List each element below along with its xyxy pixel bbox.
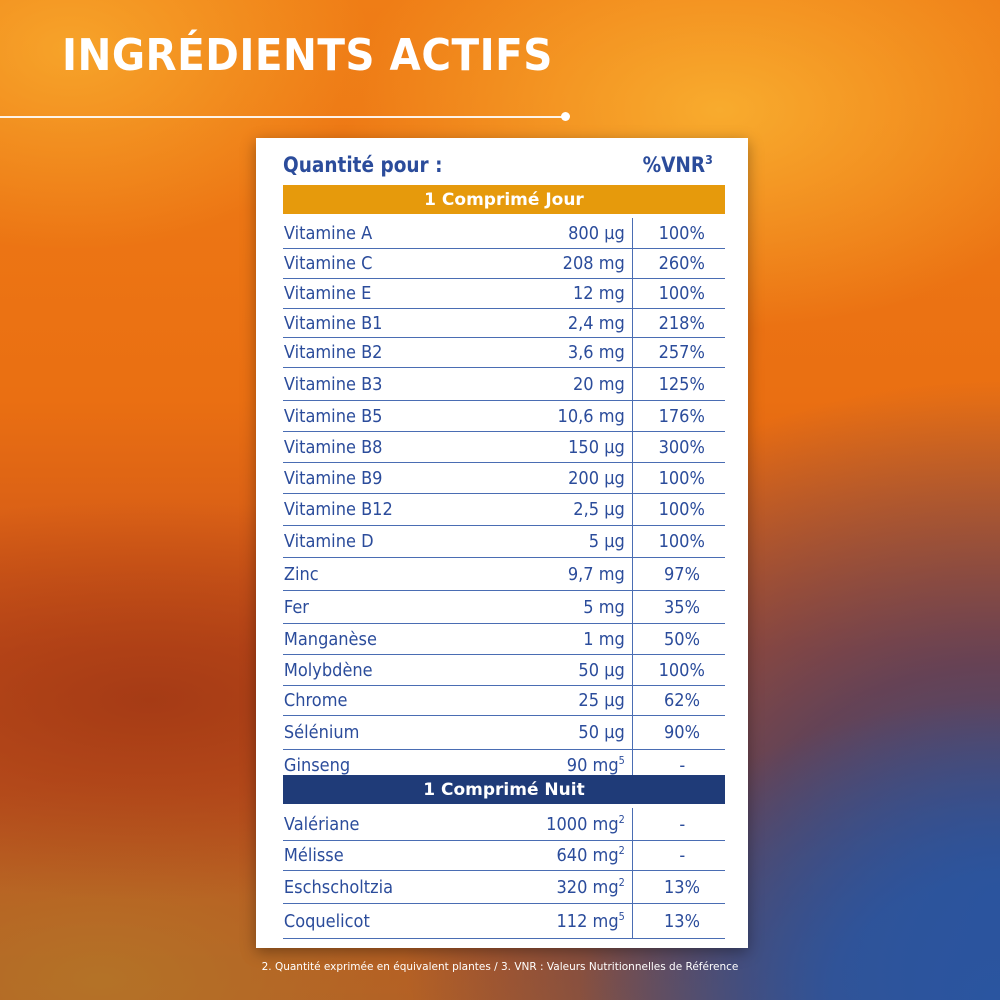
vnr-header: %VNR3 (642, 152, 713, 177)
ingredient-quantity: 25 µg (578, 690, 625, 711)
ingredient-quantity: 208 mg (562, 253, 625, 274)
table-row: Zinc 9,7 mg 97% (283, 558, 725, 591)
footnote: 2. Quantité exprimée en équivalent plant… (261, 961, 739, 973)
ingredient-vnr: 300% (632, 432, 725, 462)
ingredient-name: Vitamine B8 (283, 436, 383, 458)
table-row: Vitamine A 800 µg 100% (283, 218, 725, 249)
table-row: Sélénium 50 µg 90% (283, 716, 725, 750)
page-title: INGRÉDIENTS ACTIFS (62, 30, 553, 81)
ingredient-vnr: 97% (632, 558, 725, 590)
ingredient-name: Zinc (283, 563, 319, 585)
ingredient-quantity: 90 mg5 (566, 753, 625, 776)
ingredient-vnr: 50% (632, 624, 725, 654)
ingredient-quantity: 200 µg (568, 467, 625, 489)
ingredient-name: Manganèse (283, 628, 377, 650)
ingredient-quantity: 9,7 mg (567, 563, 625, 585)
ingredient-quantity: 20 mg (572, 373, 625, 395)
ingredient-name: Chrome (283, 690, 348, 711)
ingredient-name: Coquelicot (283, 910, 370, 932)
table-row: Chrome 25 µg 62% (283, 686, 725, 716)
ingredient-vnr: 100% (632, 494, 725, 525)
ingredient-quantity: 800 µg (568, 222, 625, 244)
ingredient-name: Vitamine A (283, 222, 373, 244)
ingredient-vnr: 13% (632, 904, 725, 938)
table-row: Vitamine B9 200 µg 100% (283, 463, 725, 494)
table-row: Fer 5 mg 35% (283, 591, 725, 624)
ingredient-quantity: 1 mg (583, 628, 625, 650)
ingredient-vnr: 100% (632, 463, 725, 493)
ingredient-vnr: 218% (632, 309, 725, 337)
ingredient-quantity: 2,4 mg (567, 312, 625, 334)
ingredient-vnr: 100% (632, 279, 725, 308)
table-row: Vitamine B12 2,5 µg 100% (283, 494, 725, 526)
ingredient-vnr: - (632, 841, 725, 870)
ingredient-vnr: 125% (632, 368, 725, 400)
divider-dot-icon (561, 112, 570, 121)
ingredient-quantity: 320 mg2 (556, 875, 625, 898)
table-row: Vitamine D 5 µg 100% (283, 526, 725, 558)
ingredient-vnr: 100% (632, 526, 725, 557)
table-row: Vitamine B1 2,4 mg 218% (283, 309, 725, 338)
night-tablet-band: 1 Comprimé Nuit (283, 775, 725, 804)
table-row: Mélisse 640 mg2- (283, 841, 725, 871)
ingredient-vnr: - (632, 808, 725, 840)
ingredient-vnr: 35% (632, 591, 725, 623)
table-row: Vitamine B2 3,6 mg 257% (283, 338, 725, 368)
ingredient-name: Vitamine B1 (283, 312, 383, 334)
ingredient-name: Sélénium (283, 722, 360, 743)
table-row: Manganèse 1 mg 50% (283, 624, 725, 655)
ingredient-name: Vitamine E (283, 283, 372, 304)
ingredient-quantity: 50 µg (578, 659, 625, 681)
ingredient-name: Mélisse (283, 845, 344, 866)
ingredient-name: Vitamine B9 (283, 467, 383, 489)
ingredient-quantity: 12 mg (572, 283, 625, 304)
ingredient-quantity: 2,5 µg (573, 499, 625, 520)
ingredient-name: Vitamine C (283, 253, 373, 274)
ingredient-name: Eschscholtzia (283, 876, 394, 898)
table-row: Vitamine B8 150 µg 300% (283, 432, 725, 463)
ingredient-quantity: 3,6 mg (567, 342, 625, 363)
table-row: Vitamine B5 10,6 mg 176% (283, 401, 725, 432)
ingredient-quantity: 5 mg (583, 596, 625, 618)
ingredient-quantity: 640 mg2 (556, 844, 625, 866)
ingredient-vnr: 260% (632, 249, 725, 278)
day-tablet-band: 1 Comprimé Jour (283, 185, 725, 214)
table-row: Vitamine C 208 mg 260% (283, 249, 725, 279)
ingredient-name: Vitamine D (283, 531, 374, 552)
ingredient-vnr: 100% (632, 655, 725, 685)
ingredient-quantity: 112 mg5 (556, 909, 625, 932)
ingredient-vnr: - (632, 750, 725, 780)
ingredient-quantity: 50 µg (578, 722, 625, 743)
title-divider (0, 116, 563, 118)
card-header: Quantité pour : %VNR3 (283, 148, 725, 182)
day-ingredient-table: Vitamine A 800 µg 100% Vitamine C 208 mg 260%… (283, 218, 725, 781)
ingredient-quantity: 5 µg (588, 531, 625, 552)
ingredient-vnr: 176% (632, 401, 725, 431)
table-row: Eschscholtzia 320 mg2 13% (283, 871, 725, 904)
ingredient-vnr: 62% (632, 686, 725, 715)
ingredient-name: Vitamine B12 (283, 499, 393, 520)
ingredient-name: Vitamine B3 (283, 373, 383, 395)
ingredient-name: Vitamine B2 (283, 342, 383, 363)
ingredient-quantity: 1000 mg2 (546, 812, 625, 835)
nutrition-card: Quantité pour : %VNR3 1 Comprimé Jour Vi… (256, 138, 748, 948)
table-row: Vitamine E 12 mg 100% (283, 279, 725, 309)
ingredient-vnr: 90% (632, 716, 725, 749)
ingredient-quantity: 150 µg (568, 436, 625, 458)
ingredient-name: Vitamine B5 (283, 405, 383, 427)
ingredient-name: Ginseng (283, 754, 351, 776)
night-ingredient-table: Valériane 1000 mg2- Mélisse 640 mg2- Eschsch… (283, 808, 725, 939)
quantity-header: Quantité pour : (283, 153, 443, 177)
table-row: Coquelicot 112 mg5 13% (283, 904, 725, 939)
ingredient-quantity: 10,6 mg (557, 405, 625, 427)
ingredient-vnr: 100% (632, 218, 725, 248)
ingredient-vnr: 257% (632, 338, 725, 367)
ingredient-vnr: 13% (632, 871, 725, 903)
ingredient-name: Fer (283, 596, 309, 618)
table-row: Molybdène 50 µg 100% (283, 655, 725, 686)
ingredient-name: Valériane (283, 813, 360, 835)
table-row: Valériane 1000 mg2- (283, 808, 725, 841)
table-row: Vitamine B3 20 mg 125% (283, 368, 725, 401)
ingredient-name: Molybdène (283, 659, 373, 681)
